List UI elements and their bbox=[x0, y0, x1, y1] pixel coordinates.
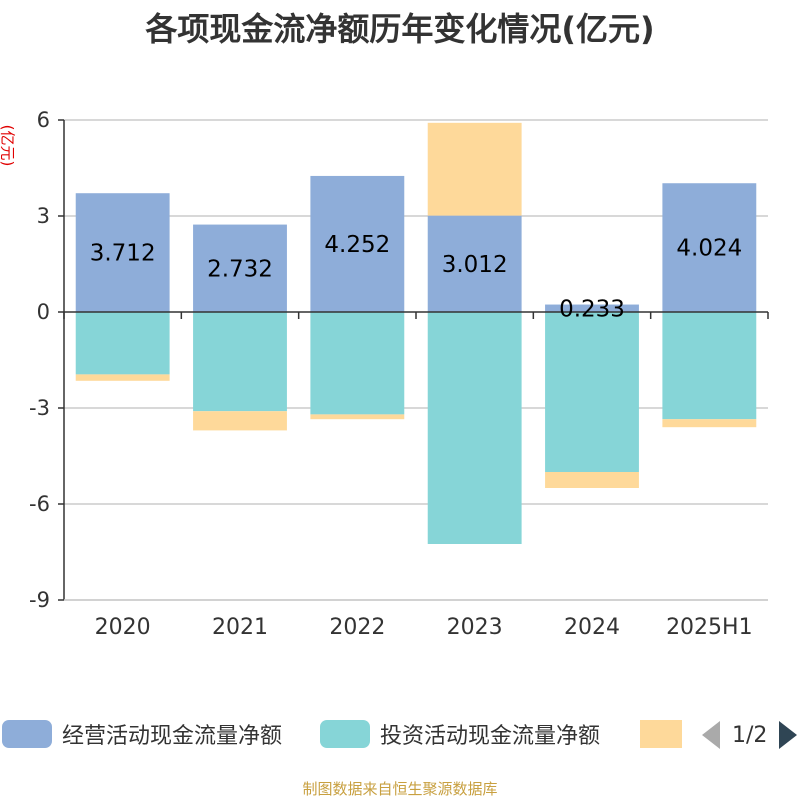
legend-label-investing: 投资活动现金流量净额 bbox=[380, 724, 601, 749]
x-tick-label: 2022 bbox=[329, 615, 385, 640]
bar-investing[interactable] bbox=[310, 312, 405, 415]
y-tick-label: 3 bbox=[37, 204, 50, 228]
bar-financing[interactable] bbox=[545, 472, 639, 488]
y-tick-label: 6 bbox=[37, 108, 50, 132]
bar-operating[interactable] bbox=[427, 215, 522, 312]
legend-item-operating[interactable]: 经营活动现金流量净额 bbox=[2, 716, 282, 752]
legend-swatch-operating bbox=[2, 720, 52, 748]
data-label: 4.024 bbox=[676, 236, 742, 262]
y-tick-label: -6 bbox=[29, 492, 50, 516]
legend-pager: 1/2 bbox=[702, 720, 798, 750]
legend-page-indicator: 1/2 bbox=[732, 722, 768, 748]
x-tick-label: 2021 bbox=[212, 615, 268, 640]
x-tick-label: 2020 bbox=[95, 615, 151, 640]
y-tick-label: 0 bbox=[37, 300, 50, 324]
bar-financing[interactable] bbox=[662, 419, 757, 428]
bar-investing[interactable] bbox=[427, 312, 522, 544]
bar-investing[interactable] bbox=[662, 312, 757, 420]
bar-operating[interactable] bbox=[662, 183, 757, 312]
legend-item-investing[interactable]: 投资活动现金流量净额 bbox=[320, 716, 600, 752]
bar-operating[interactable] bbox=[310, 175, 405, 312]
bar-financing[interactable] bbox=[310, 414, 405, 420]
bar-investing[interactable] bbox=[75, 312, 170, 375]
legend-prev-page-icon[interactable] bbox=[702, 721, 720, 749]
data-label: 3.012 bbox=[442, 252, 508, 278]
bar-investing[interactable] bbox=[545, 312, 639, 472]
data-label: 4.252 bbox=[324, 232, 390, 258]
legend-swatch-investing bbox=[320, 720, 370, 748]
legend-swatch-financing bbox=[640, 720, 682, 748]
y-tick-label: -3 bbox=[29, 396, 50, 420]
bar-financing[interactable] bbox=[75, 374, 170, 381]
bar-operating[interactable] bbox=[75, 193, 170, 312]
data-label: 0.233 bbox=[559, 296, 625, 322]
grid-lines bbox=[64, 119, 768, 601]
bar-operating[interactable] bbox=[193, 224, 287, 312]
chart-plot: 6 3 0 -3 -6 -9 2020 2021 2022 2023 2024 2025H1 3.71… bbox=[29, 108, 769, 640]
data-label: 3.712 bbox=[90, 241, 156, 267]
bar-financing[interactable] bbox=[427, 122, 522, 216]
x-tick-label: 2023 bbox=[447, 615, 503, 640]
bar-investing[interactable] bbox=[193, 312, 287, 412]
legend-next-page-icon[interactable] bbox=[779, 721, 798, 749]
legend-item-financing[interactable] bbox=[640, 716, 682, 752]
legend-label-operating: 经营活动现金流量净额 bbox=[62, 724, 283, 749]
data-labels: 3.712 2.732 4.252 3.012 0.233 4.024 bbox=[90, 232, 743, 322]
x-tick-label: 2024 bbox=[564, 615, 620, 640]
y-tick-label: -9 bbox=[29, 588, 50, 612]
data-label: 2.732 bbox=[207, 256, 273, 282]
legend: 经营活动现金流量净额 投资活动现金流量净额 bbox=[0, 716, 800, 756]
chart-title: 各项现金流净额历年变化情况(亿元) bbox=[145, 10, 655, 48]
axes: 6 3 0 -3 -6 -9 2020 2021 2022 2023 2024 2025H1 bbox=[29, 108, 769, 640]
bar-operating[interactable] bbox=[545, 304, 639, 312]
x-tick-label: 2025H1 bbox=[666, 615, 753, 640]
source-note: 制图数据来自恒生聚源数据库 bbox=[302, 780, 498, 798]
bars bbox=[75, 122, 757, 544]
bar-financing[interactable] bbox=[193, 411, 287, 431]
